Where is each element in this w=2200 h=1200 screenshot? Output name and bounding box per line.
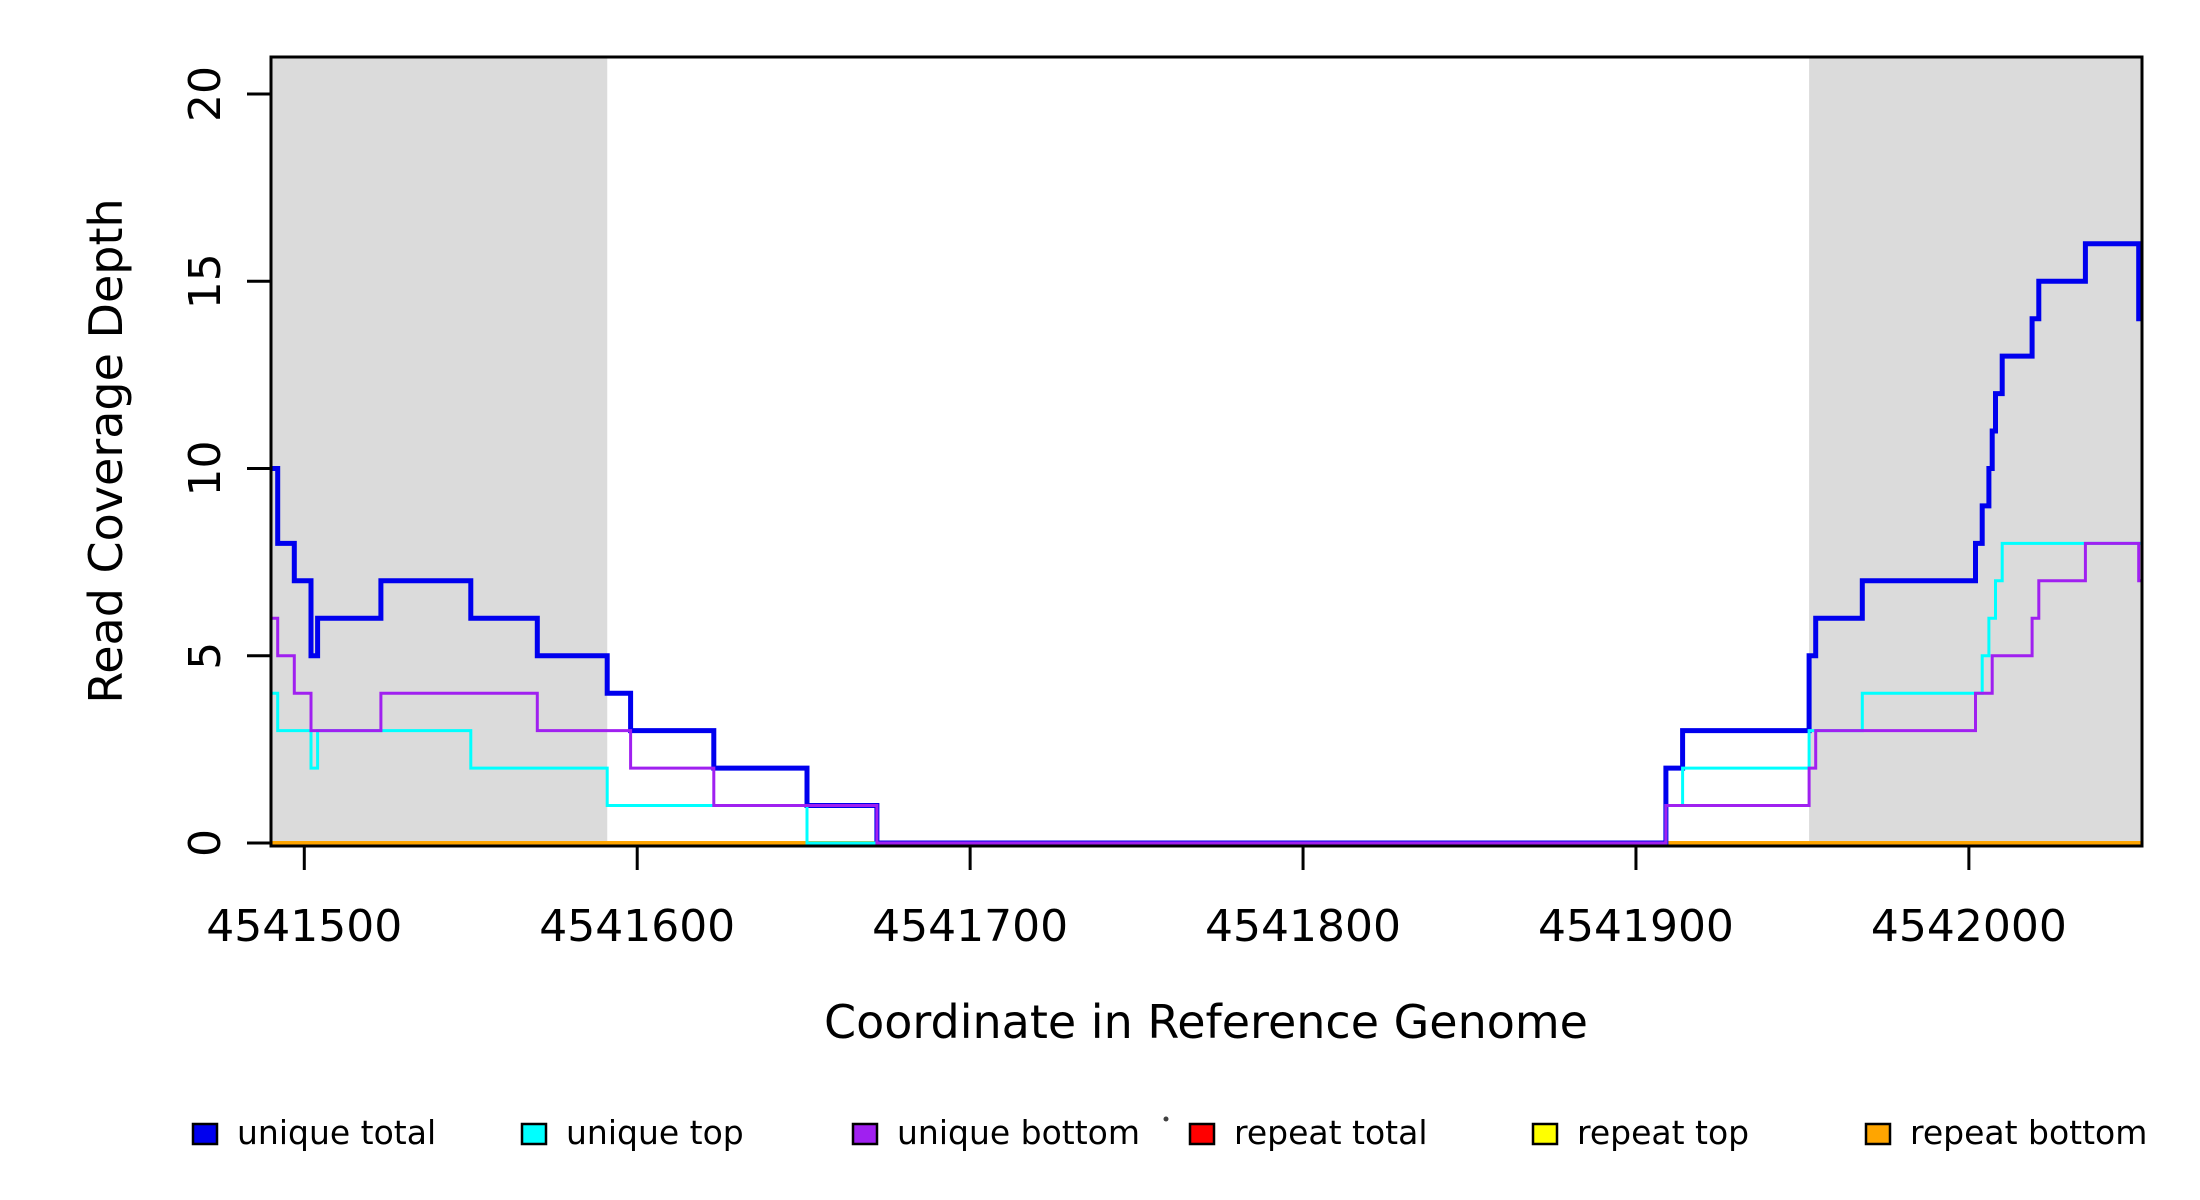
legend-label-repeat-bottom: repeat bottom (1910, 1113, 2147, 1152)
legend-label-unique-top: unique top (566, 1113, 744, 1152)
y-tick-label: 0 (180, 829, 231, 857)
series-lines (271, 241, 2142, 846)
left-repeat-region (271, 57, 608, 846)
series-unique-bottom (271, 541, 2142, 845)
stray-mark (1163, 1116, 1169, 1122)
y-axis: 0 5 10 15 20 (180, 66, 271, 857)
x-tick-label: 4541700 (872, 901, 1068, 952)
x-axis: 4541500 4541600 4541700 4541800 4541900 45420… (206, 846, 2067, 952)
legend-label-unique-bottom: unique bottom (897, 1113, 1140, 1152)
x-tick-label: 4542000 (1871, 901, 2067, 952)
legend-label-unique-total: unique total (237, 1113, 436, 1152)
legend-swatch-repeat-total (1188, 1122, 1216, 1146)
x-tick-label: 4541800 (1205, 901, 1401, 952)
y-tick-label: 15 (180, 253, 231, 309)
legend-swatch-unique-top (520, 1122, 548, 1146)
legend-swatch-unique-total (191, 1122, 219, 1146)
x-axis-title: Coordinate in Reference Genome (824, 995, 1588, 1049)
legend-swatch-repeat-top (1531, 1122, 1559, 1146)
legend-label-repeat-total: repeat total (1234, 1113, 1428, 1152)
plot-border (269, 55, 2144, 848)
series-unique-total (271, 241, 2142, 846)
repeat-region-shading (271, 57, 2142, 846)
y-tick-label: 10 (180, 441, 231, 497)
legend: unique total unique top unique bottom repea… (191, 1113, 2147, 1152)
y-axis-title: Read Coverage Depth (79, 198, 133, 703)
legend-swatch-unique-bottom (851, 1122, 879, 1146)
legend-label-repeat-top: repeat top (1577, 1113, 1749, 1152)
x-tick-label: 4541600 (539, 901, 735, 952)
legend-swatch-repeat-bottom (1864, 1122, 1892, 1146)
y-tick-label: 5 (180, 642, 231, 670)
x-tick-label: 4541900 (1538, 901, 1734, 952)
y-tick-label: 20 (180, 66, 231, 122)
x-tick-label: 4541500 (206, 901, 402, 952)
